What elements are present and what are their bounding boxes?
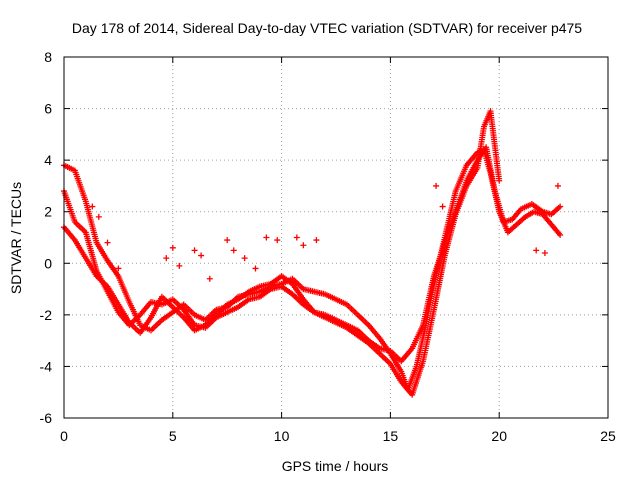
- data-point: [557, 203, 564, 210]
- x-tick-label: 15: [383, 428, 399, 444]
- data-point: [496, 177, 503, 184]
- data-points: [61, 108, 564, 398]
- x-tick-label: 25: [600, 428, 616, 444]
- data-point: [191, 247, 198, 254]
- y-tick-label: -2: [40, 307, 53, 323]
- plot-frame: [63, 56, 609, 419]
- x-tick-label: 5: [169, 428, 177, 444]
- data-point: [241, 255, 248, 262]
- data-point: [176, 262, 183, 269]
- data-point: [313, 237, 320, 244]
- data-point: [554, 182, 561, 189]
- data-point: [95, 213, 102, 220]
- y-tick-label: -4: [40, 358, 53, 374]
- data-point: [89, 203, 96, 210]
- y-tick-label: 8: [44, 49, 52, 65]
- data-point: [557, 231, 564, 238]
- data-point: [230, 247, 237, 254]
- y-tick-label: -6: [40, 410, 53, 426]
- data-point: [274, 237, 281, 244]
- data-point: [439, 203, 446, 210]
- y-axis-label: SDTVAR / TECUs: [8, 182, 24, 294]
- data-point: [198, 252, 205, 259]
- y-tick-label: 0: [44, 255, 52, 271]
- data-point: [263, 234, 270, 241]
- y-tick-label: 4: [44, 152, 52, 168]
- x-axis-label: GPS time / hours: [282, 458, 389, 474]
- data-point: [300, 242, 307, 249]
- data-point: [293, 234, 300, 241]
- data-point: [163, 255, 170, 262]
- x-tick-label: 0: [60, 428, 68, 444]
- axis-ticks: 0 5 10 15 20 25 -6 -4 -2 0 2 4 6 8: [40, 49, 616, 444]
- data-point: [115, 265, 122, 272]
- data-point: [206, 275, 213, 282]
- x-tick-label: 20: [491, 428, 507, 444]
- chart-title: Day 178 of 2014, Sidereal Day-to-day VTE…: [72, 20, 582, 36]
- data-point: [104, 239, 111, 246]
- gridlines: [64, 57, 608, 418]
- data-point: [224, 237, 231, 244]
- data-point: [541, 249, 548, 256]
- data-point: [169, 244, 176, 251]
- data-point: [433, 182, 440, 189]
- data-point: [252, 265, 259, 272]
- y-tick-label: 2: [44, 204, 52, 220]
- x-tick-label: 10: [274, 428, 290, 444]
- y-tick-label: 6: [44, 101, 52, 117]
- data-point: [533, 247, 540, 254]
